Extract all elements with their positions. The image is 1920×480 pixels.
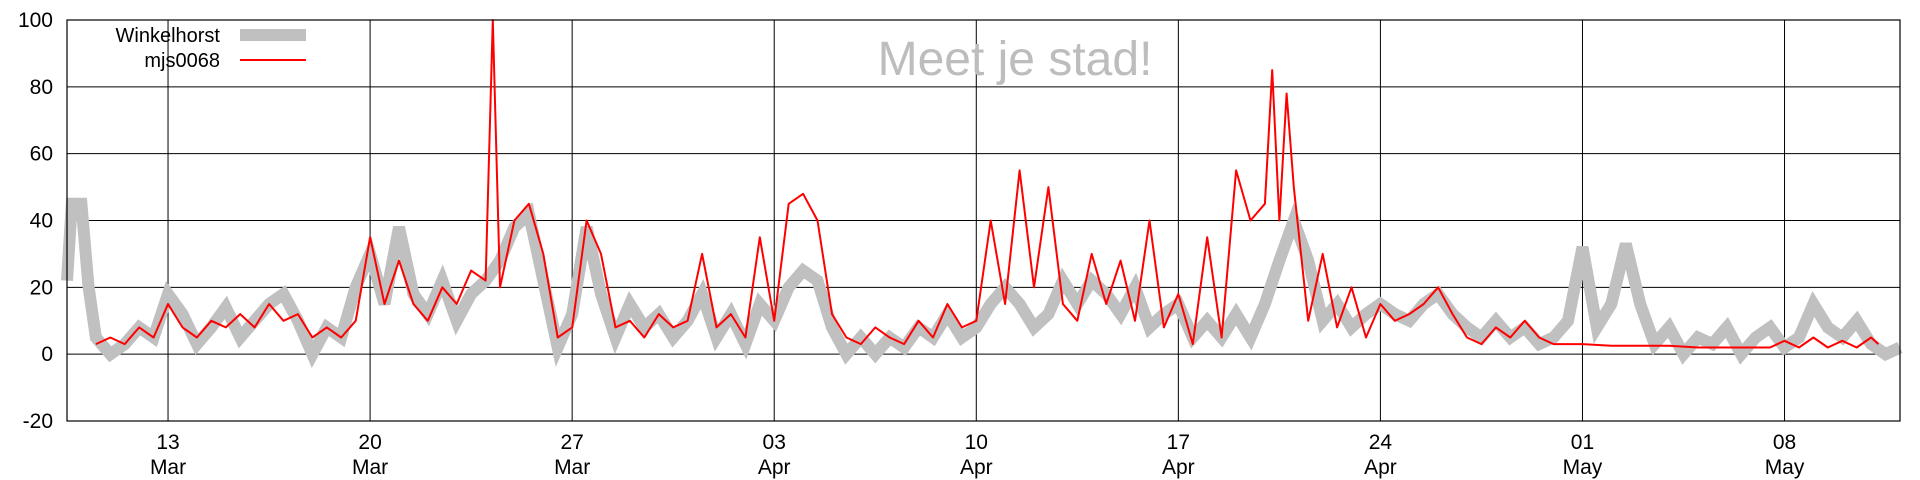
x-tick-month-label: Mar	[352, 456, 388, 479]
x-tick-day-label: 10	[965, 431, 988, 454]
x-tick-day-label: 27	[560, 431, 583, 454]
x-tick-month-label: May	[1765, 456, 1805, 479]
x-tick-month-label: May	[1563, 456, 1603, 479]
x-tick-day-label: 13	[156, 431, 179, 454]
x-tick-month-label: Apr	[1162, 456, 1195, 479]
y-tick-label: -20	[23, 410, 53, 433]
x-tick-month-label: Apr	[1364, 456, 1397, 479]
x-tick-month-label: Mar	[150, 456, 186, 479]
y-tick-label: 100	[18, 9, 53, 32]
plot-frame	[66, 19, 1901, 422]
x-tick-day-label: 03	[763, 431, 786, 454]
legend: Winkelhorst mjs0068	[116, 25, 306, 72]
y-tick-label: 40	[30, 210, 53, 233]
series-line-mjs0068	[95, 19, 1880, 349]
x-tick-day-label: 17	[1167, 431, 1190, 454]
y-axis-tick-labels: -20 0 20 40 60 80 100	[18, 9, 53, 433]
y-tick-label: 60	[30, 143, 53, 166]
legend-label: Winkelhorst	[116, 25, 221, 47]
x-tick-day-label: 24	[1369, 431, 1393, 454]
series-line-winkelhorst	[61, 197, 1903, 368]
y-tick-label: 0	[41, 343, 53, 366]
watermark-text: Meet je stad!	[878, 33, 1153, 86]
x-tick-month-label: Apr	[758, 456, 791, 479]
x-axis-tick-labels: 13Mar20Mar27Mar03Apr10Apr17Apr24Apr01May…	[150, 431, 1805, 479]
x-tick-day-label: 01	[1571, 431, 1594, 454]
legend-label: mjs0068	[144, 50, 220, 72]
x-tick-day-label: 20	[358, 431, 381, 454]
x-tick-month-label: Apr	[960, 456, 993, 479]
x-tick-day-label: 08	[1773, 431, 1796, 454]
y-tick-label: 80	[30, 76, 53, 99]
series-lines	[61, 19, 1903, 368]
y-tick-label: 20	[30, 276, 53, 299]
x-tick-month-label: Mar	[554, 456, 590, 479]
